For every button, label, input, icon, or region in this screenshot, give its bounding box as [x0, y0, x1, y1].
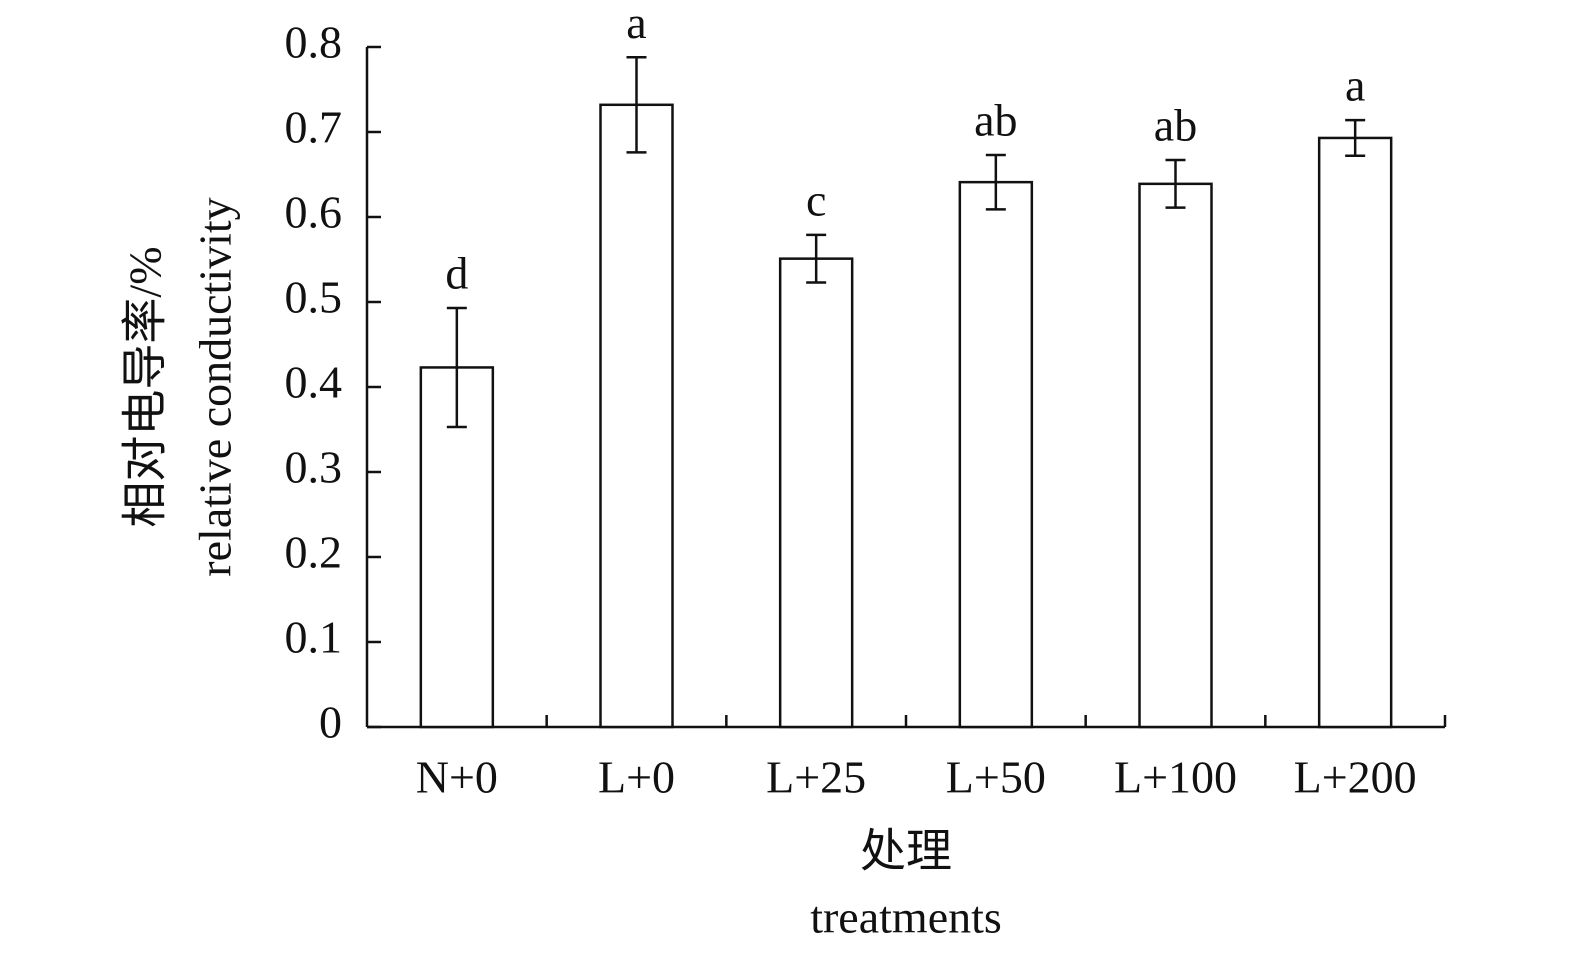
significance-label: c [806, 174, 826, 225]
y-tick-label: 0.5 [285, 272, 343, 323]
x-tick-label: L+0 [598, 752, 675, 803]
x-tick-label: N+0 [416, 752, 498, 803]
x-tick-label: L+200 [1294, 752, 1417, 803]
significance-label: ab [1154, 100, 1197, 151]
bar [1138, 182, 1213, 729]
x-tick-label: L+100 [1114, 752, 1237, 803]
x-axis-title: 处理 [860, 826, 952, 877]
bar [778, 257, 854, 729]
significance-label: ab [974, 95, 1017, 146]
x-axis-title: treatments [810, 892, 1002, 943]
significance-label: a [626, 0, 646, 48]
bar [1317, 136, 1393, 729]
y-tick-label: 0 [319, 697, 342, 748]
y-axis-title: 相对电导率/% [120, 246, 171, 527]
x-tick-label: L+25 [766, 752, 866, 803]
y-tick-label: 0.6 [285, 187, 343, 238]
bar [958, 180, 1034, 729]
y-axis-title: relative conductivity [190, 197, 241, 576]
y-tick-label: 0.4 [285, 357, 343, 408]
y-tick-label: 0.7 [285, 102, 343, 153]
y-tick-label: 0.8 [285, 17, 343, 68]
y-tick-label: 0.3 [285, 442, 343, 493]
significance-label: d [445, 248, 468, 299]
y-tick-label: 0.1 [285, 612, 343, 663]
bar [599, 103, 674, 729]
x-tick-label: L+50 [946, 752, 1046, 803]
y-tick-label: 0.2 [285, 527, 343, 578]
significance-label: a [1345, 60, 1365, 111]
